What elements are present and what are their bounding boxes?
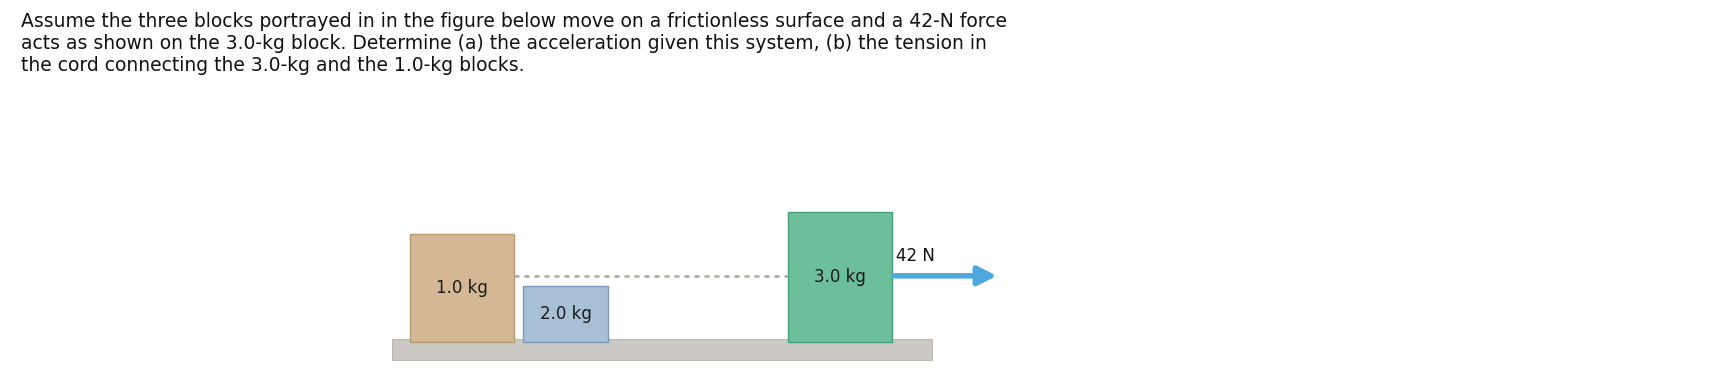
Bar bbox=[410, 234, 514, 342]
Bar bbox=[522, 286, 607, 342]
Text: Assume the three blocks portrayed in in the figure below move on a frictionless : Assume the three blocks portrayed in in … bbox=[21, 12, 1007, 75]
Text: 2.0 kg: 2.0 kg bbox=[540, 305, 592, 323]
Bar bbox=[787, 212, 891, 342]
Text: 1.0 kg: 1.0 kg bbox=[436, 279, 488, 297]
Text: 3.0 kg: 3.0 kg bbox=[813, 268, 865, 286]
Text: 42 N: 42 N bbox=[896, 247, 934, 265]
Bar bbox=[393, 339, 932, 359]
